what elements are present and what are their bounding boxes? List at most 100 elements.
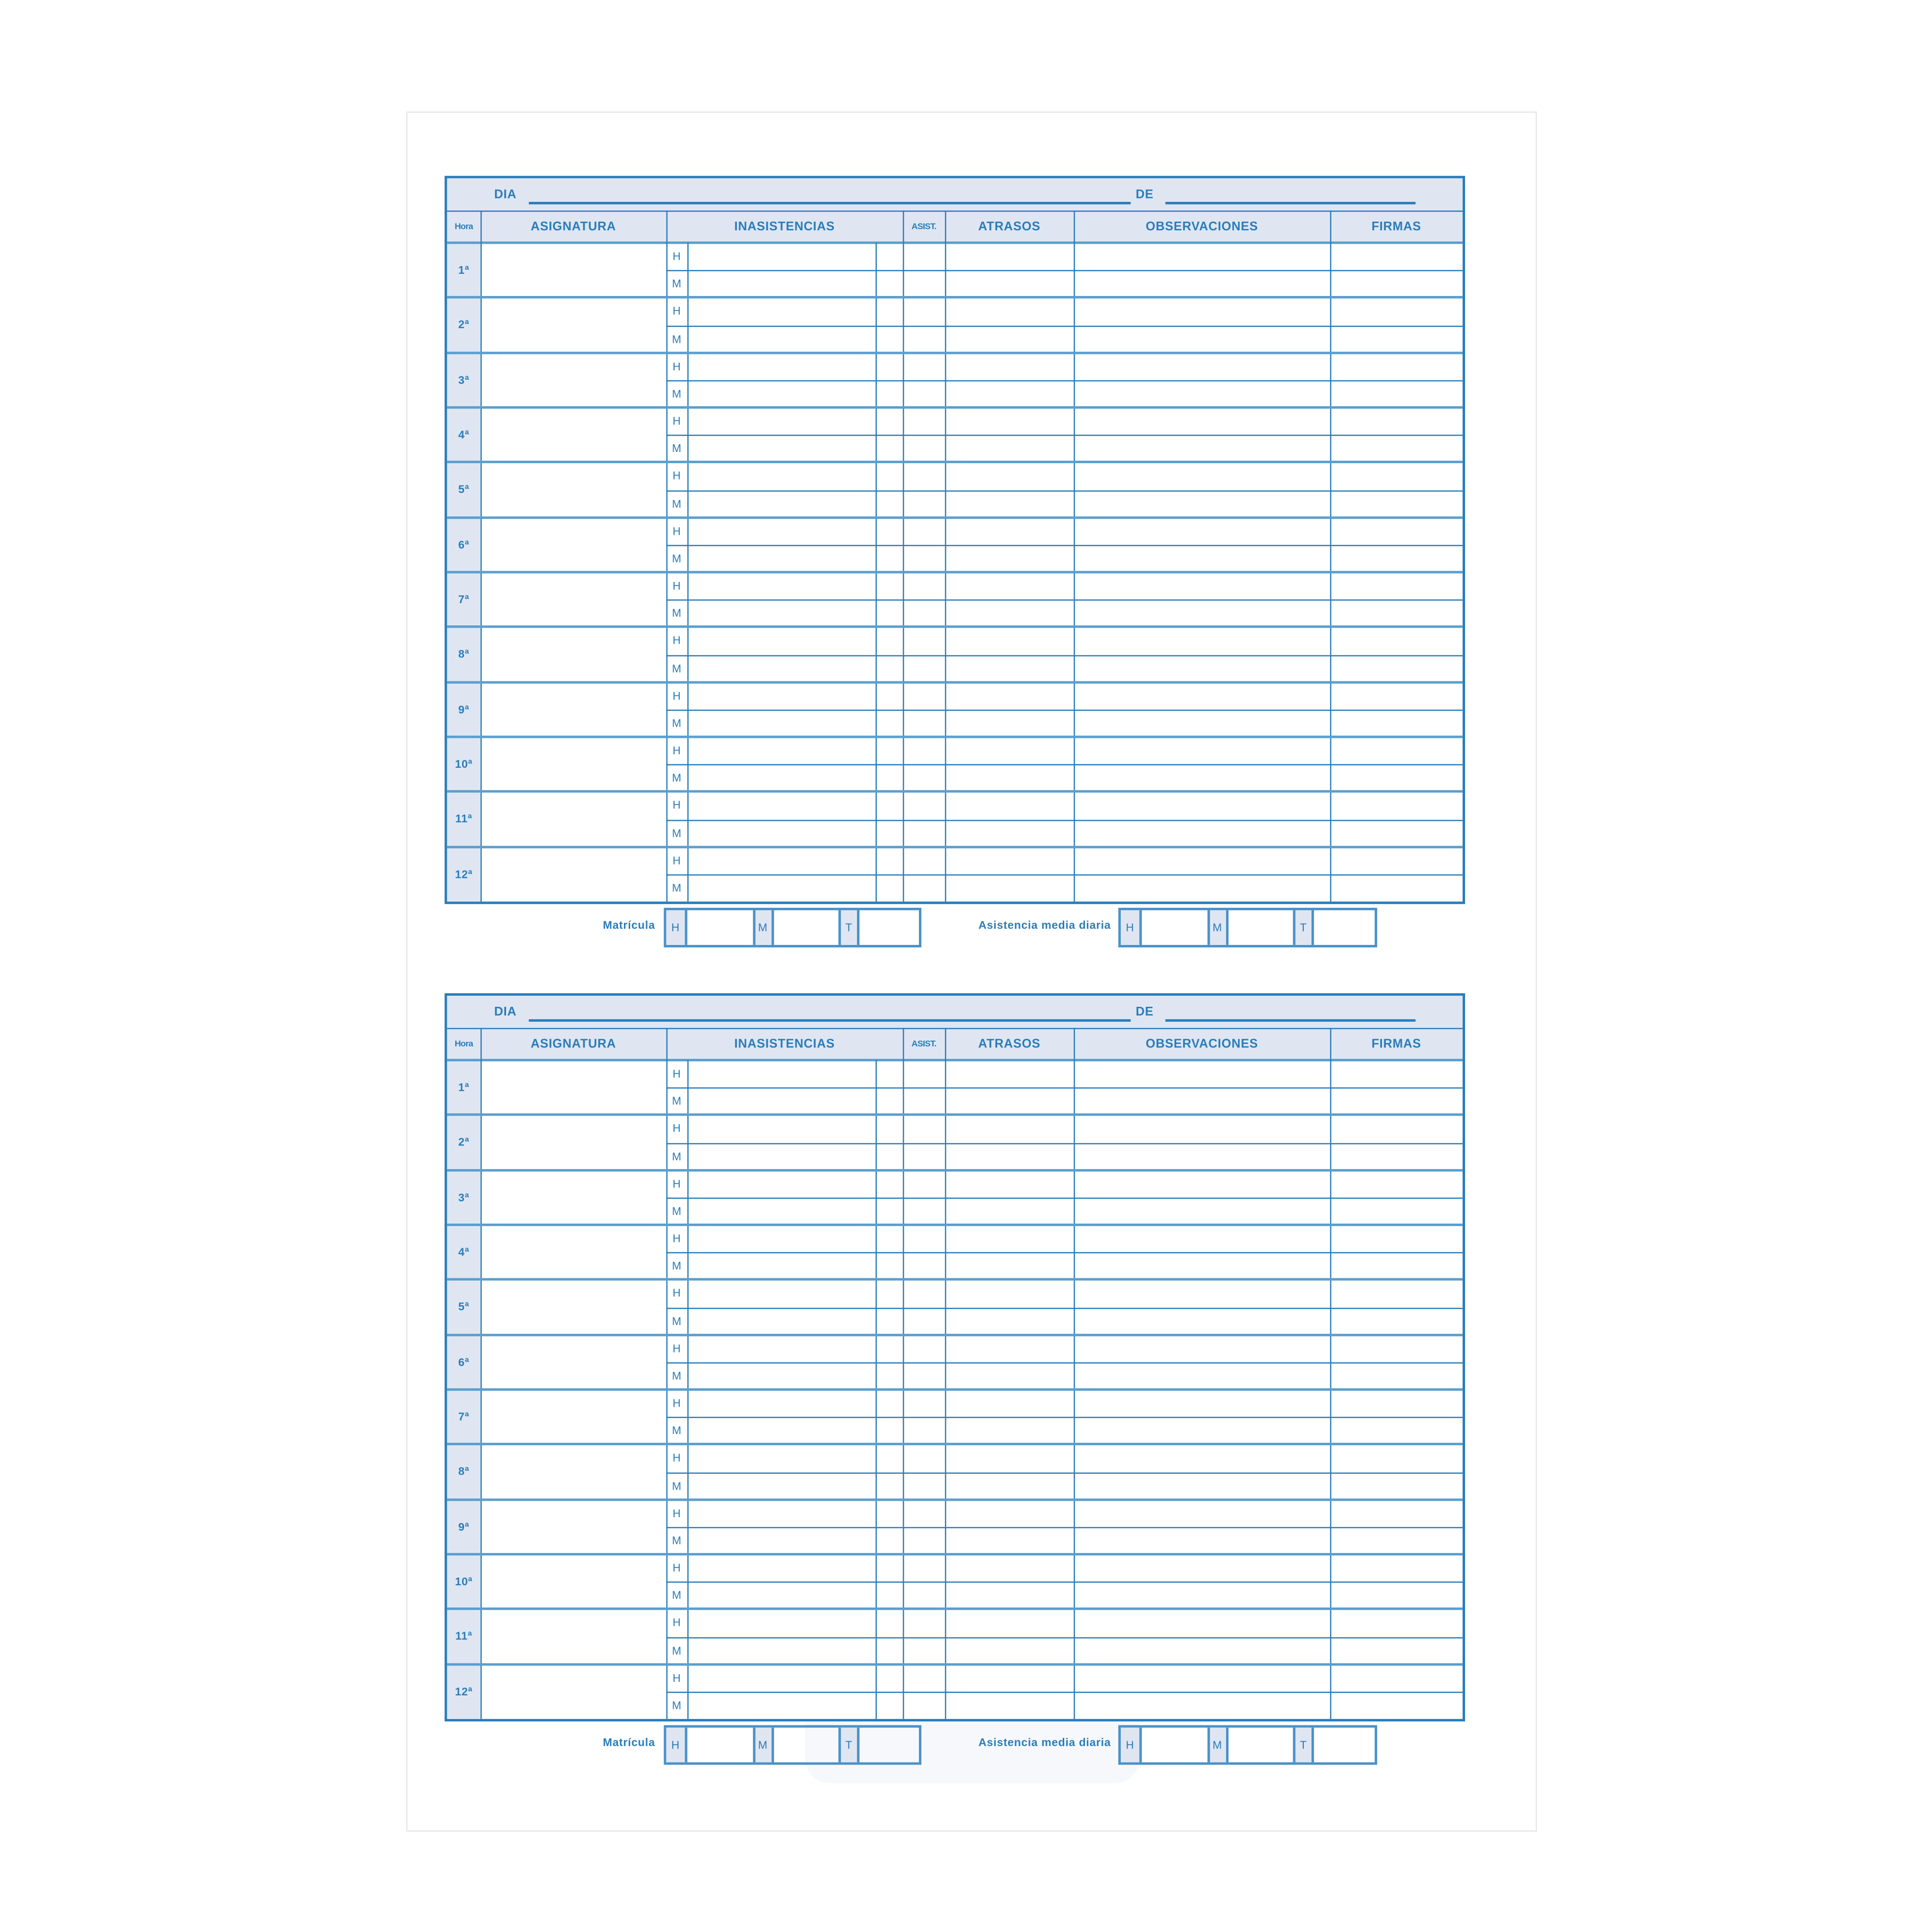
ina-cell[interactable] <box>690 520 874 542</box>
de-input-line[interactable] <box>1165 202 1416 205</box>
ina-cell[interactable] <box>690 245 874 268</box>
small-cell[interactable] <box>878 300 900 323</box>
obs-cell[interactable] <box>1076 849 1328 872</box>
ina-cell[interactable] <box>690 630 874 652</box>
fir-cell[interactable] <box>1333 684 1460 707</box>
ina-cell[interactable] <box>690 1365 874 1387</box>
asignatura-cell[interactable] <box>483 1063 663 1113</box>
obs-cell[interactable] <box>1076 1063 1328 1086</box>
ina-cell[interactable] <box>690 300 874 323</box>
obs-cell[interactable] <box>1076 739 1328 762</box>
ina-cell[interactable] <box>690 1282 874 1305</box>
ina-cell[interactable] <box>690 327 874 350</box>
asist-cell[interactable] <box>905 876 943 899</box>
obs-cell[interactable] <box>1076 520 1328 542</box>
obs-cell[interactable] <box>1076 300 1328 323</box>
small-cell[interactable] <box>878 1666 900 1689</box>
asistencia-media-input-m[interactable] <box>1230 1728 1292 1763</box>
ina-cell[interactable] <box>690 1255 874 1277</box>
ina-cell[interactable] <box>690 1145 874 1168</box>
fir-cell[interactable] <box>1333 1447 1460 1469</box>
asist-cell[interactable] <box>905 1063 943 1086</box>
asignatura-cell[interactable] <box>483 739 663 789</box>
obs-cell[interactable] <box>1076 602 1328 625</box>
small-cell[interactable] <box>878 684 900 707</box>
atr-cell[interactable] <box>947 1365 1071 1387</box>
asist-cell[interactable] <box>905 1200 943 1223</box>
ina-cell[interactable] <box>690 1090 874 1113</box>
asist-cell[interactable] <box>905 1694 943 1717</box>
ina-cell[interactable] <box>690 1502 874 1524</box>
asist-cell[interactable] <box>905 245 943 268</box>
ina-cell[interactable] <box>690 1447 874 1469</box>
atr-cell[interactable] <box>947 684 1071 707</box>
ina-cell[interactable] <box>690 437 874 460</box>
fir-cell[interactable] <box>1333 382 1460 405</box>
fir-cell[interactable] <box>1333 410 1460 433</box>
ina-cell[interactable] <box>690 822 874 845</box>
asignatura-cell[interactable] <box>483 794 663 844</box>
obs-cell[interactable] <box>1076 876 1328 899</box>
fir-cell[interactable] <box>1333 1337 1460 1360</box>
fir-cell[interactable] <box>1333 1227 1460 1250</box>
asignatura-cell[interactable] <box>483 1666 663 1716</box>
fir-cell[interactable] <box>1333 1200 1460 1223</box>
atr-cell[interactable] <box>947 437 1071 460</box>
obs-cell[interactable] <box>1076 1639 1328 1662</box>
asignatura-cell[interactable] <box>483 520 663 569</box>
asist-cell[interactable] <box>905 300 943 323</box>
fir-cell[interactable] <box>1333 575 1460 597</box>
fir-cell[interactable] <box>1333 794 1460 817</box>
fir-cell[interactable] <box>1333 245 1460 268</box>
small-cell[interactable] <box>878 1392 900 1415</box>
asist-cell[interactable] <box>905 602 943 625</box>
small-cell[interactable] <box>878 382 900 405</box>
obs-cell[interactable] <box>1076 1584 1328 1607</box>
asist-cell[interactable] <box>905 1172 943 1195</box>
fir-cell[interactable] <box>1333 273 1460 296</box>
asist-cell[interactable] <box>905 1365 943 1387</box>
ina-cell[interactable] <box>690 1694 874 1717</box>
obs-cell[interactable] <box>1076 794 1328 817</box>
asist-cell[interactable] <box>905 1584 943 1607</box>
asignatura-cell[interactable] <box>483 1392 663 1442</box>
small-cell[interactable] <box>878 822 900 845</box>
obs-cell[interactable] <box>1076 1612 1328 1635</box>
asignatura-cell[interactable] <box>483 1227 663 1277</box>
atr-cell[interactable] <box>947 327 1071 350</box>
atr-cell[interactable] <box>947 1420 1071 1442</box>
small-cell[interactable] <box>878 1063 900 1086</box>
fir-cell[interactable] <box>1333 1502 1460 1524</box>
atr-cell[interactable] <box>947 1612 1071 1635</box>
obs-cell[interactable] <box>1076 1145 1328 1168</box>
obs-cell[interactable] <box>1076 1447 1328 1469</box>
small-cell[interactable] <box>878 849 900 872</box>
asist-cell[interactable] <box>905 410 943 433</box>
asist-cell[interactable] <box>905 520 943 542</box>
obs-cell[interactable] <box>1076 712 1328 734</box>
small-cell[interactable] <box>878 1502 900 1524</box>
small-cell[interactable] <box>878 1612 900 1635</box>
fir-cell[interactable] <box>1333 520 1460 542</box>
asist-cell[interactable] <box>905 1282 943 1305</box>
atr-cell[interactable] <box>947 767 1071 790</box>
ina-cell[interactable] <box>690 575 874 597</box>
asist-cell[interactable] <box>905 547 943 570</box>
fir-cell[interactable] <box>1333 1612 1460 1635</box>
atr-cell[interactable] <box>947 273 1071 296</box>
atr-cell[interactable] <box>947 1172 1071 1195</box>
small-cell[interactable] <box>878 245 900 268</box>
fir-cell[interactable] <box>1333 1392 1460 1415</box>
ina-cell[interactable] <box>690 739 874 762</box>
fir-cell[interactable] <box>1333 739 1460 762</box>
dia-input-line[interactable] <box>529 202 1131 205</box>
matricula-input-h[interactable] <box>690 910 752 945</box>
ina-cell[interactable] <box>690 465 874 488</box>
asignatura-cell[interactable] <box>483 1502 663 1551</box>
obs-cell[interactable] <box>1076 1200 1328 1223</box>
fir-cell[interactable] <box>1333 1420 1460 1442</box>
ina-cell[interactable] <box>690 849 874 872</box>
matricula-input-t[interactable] <box>862 1728 924 1763</box>
obs-cell[interactable] <box>1076 1227 1328 1250</box>
small-cell[interactable] <box>878 1255 900 1277</box>
